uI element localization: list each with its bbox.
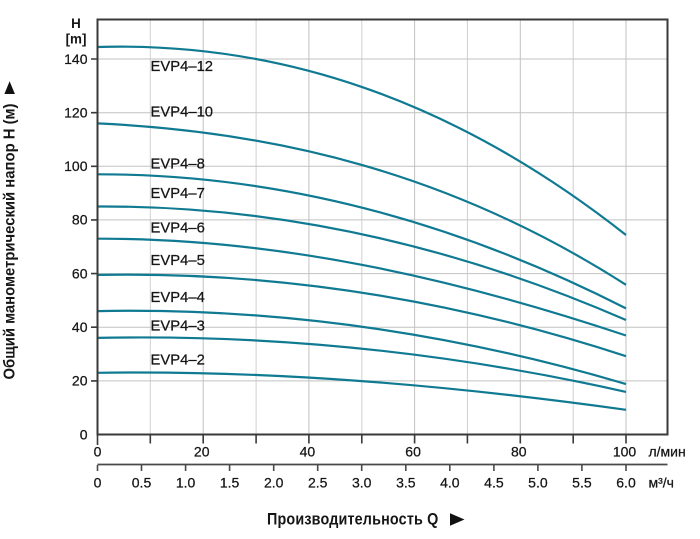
svg-text:[m]: [m] (66, 32, 87, 47)
svg-text:120: 120 (64, 105, 88, 121)
svg-text:1.5: 1.5 (220, 475, 240, 491)
svg-text:EVP4–10: EVP4–10 (151, 105, 214, 121)
svg-text:0: 0 (94, 475, 102, 491)
svg-text:60: 60 (405, 444, 421, 460)
svg-text:EVP4–12: EVP4–12 (151, 59, 214, 75)
svg-text:EVP4–8: EVP4–8 (151, 156, 205, 172)
svg-text:6.0: 6.0 (616, 475, 636, 491)
svg-text:м³/ч: м³/ч (649, 475, 674, 491)
svg-text:EVP4–7: EVP4–7 (151, 186, 205, 202)
svg-text:0: 0 (94, 444, 102, 460)
svg-text:20: 20 (72, 373, 88, 389)
svg-text:2.0: 2.0 (264, 475, 284, 491)
svg-text:3.0: 3.0 (352, 475, 372, 491)
svg-text:40: 40 (72, 319, 88, 335)
svg-text:Общий манометрический напор Н: Общий манометрический напор Н (м) (1, 104, 18, 380)
svg-text:H: H (71, 16, 81, 31)
svg-text:40: 40 (300, 444, 316, 460)
svg-text:1.0: 1.0 (176, 475, 196, 491)
svg-text:5.0: 5.0 (528, 475, 548, 491)
svg-text:EVP4–5: EVP4–5 (151, 253, 205, 269)
svg-text:3.5: 3.5 (396, 475, 416, 491)
svg-text:100: 100 (64, 158, 88, 174)
svg-text:5.5: 5.5 (572, 475, 592, 491)
svg-text:EVP4–4: EVP4–4 (151, 290, 205, 306)
svg-text:EVP4–2: EVP4–2 (151, 352, 205, 368)
svg-text:4.0: 4.0 (440, 475, 460, 491)
svg-text:80: 80 (511, 444, 527, 460)
svg-text:EVP4–3: EVP4–3 (151, 318, 205, 334)
svg-text:2.5: 2.5 (308, 475, 328, 491)
svg-text:100: 100 (613, 444, 637, 460)
svg-text:л/мин: л/мин (649, 444, 686, 460)
svg-text:140: 140 (64, 51, 88, 67)
svg-text:0.5: 0.5 (132, 475, 152, 491)
svg-text:4.5: 4.5 (484, 475, 504, 491)
svg-text:0: 0 (80, 426, 88, 442)
svg-text:EVP4–6: EVP4–6 (151, 220, 205, 236)
svg-text:20: 20 (194, 444, 210, 460)
svg-text:80: 80 (72, 212, 88, 228)
svg-text:Производительность Q: Производительность Q (267, 510, 439, 529)
svg-text:60: 60 (72, 265, 88, 281)
